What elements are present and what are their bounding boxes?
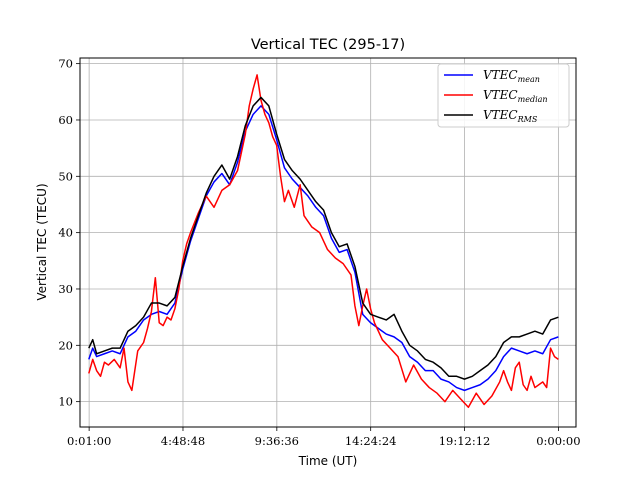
legend-label-median: VTECmedian: [483, 88, 548, 104]
y-tick-label: 60: [58, 113, 73, 127]
y-tick-label: 70: [58, 57, 73, 71]
x-tick-label: 14:24:24: [345, 434, 397, 448]
y-axis-label: Vertical TEC (TECU): [35, 183, 49, 300]
plot-frame: [79, 57, 577, 428]
grid: [80, 58, 576, 427]
x-tick-label: 19:12:12: [439, 434, 491, 448]
chart-title: Vertical TEC (295-17): [251, 37, 405, 53]
x-axis: 0:01:00 4:48:48 9:36:36 14:24:24 19:12:12 0:0…: [67, 427, 581, 448]
y-axis: 10 20 30 40 50 60 70: [58, 57, 80, 409]
series-line-rms: [88, 96, 559, 380]
x-tick-label: 0:00:00: [536, 434, 580, 448]
series-line-median: [88, 74, 559, 409]
series-line-mean: [88, 105, 559, 392]
x-tick-label: 4:48:48: [161, 434, 205, 448]
x-tick-label: 9:36:36: [255, 434, 299, 448]
legend-label-main: VTEC: [483, 108, 518, 122]
y-tick-label: 40: [58, 226, 73, 240]
legend-label-rms: VTECRMS: [483, 108, 538, 124]
series-layer: [88, 74, 559, 409]
x-tick-label: 0:01:00: [67, 434, 111, 448]
legend-label-subscript: RMS: [517, 115, 538, 124]
legend-label-main: VTEC: [483, 88, 518, 102]
y-tick-label: 30: [58, 282, 73, 296]
legend-label-subscript: median: [518, 95, 548, 104]
legend-label-mean: VTECmean: [483, 68, 540, 84]
x-axis-label: Time (UT): [298, 454, 358, 468]
legend-box: [437, 63, 570, 128]
y-tick-label: 50: [58, 169, 73, 183]
legend-label-main: VTEC: [483, 68, 518, 82]
legend-label-subscript: mean: [518, 75, 540, 84]
y-tick-label: 10: [58, 395, 73, 409]
y-tick-label: 20: [58, 338, 73, 352]
